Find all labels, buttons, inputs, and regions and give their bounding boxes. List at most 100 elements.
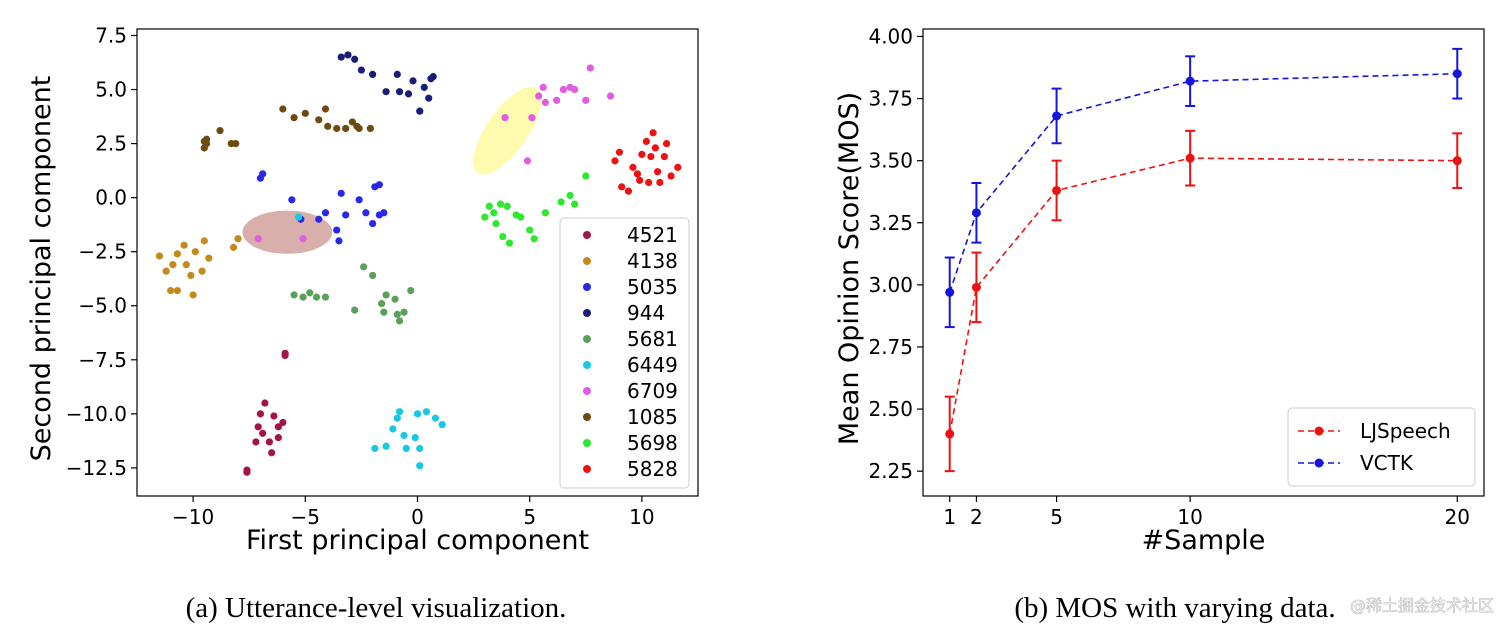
data-point-VCTK	[1052, 111, 1062, 121]
mos-y-ticks: 2.25 2.50 2.75 3.00 3.25 3.50 3.75 4.00	[868, 24, 923, 483]
scatter-point-4521	[279, 418, 287, 427]
scatter-point-4521	[265, 438, 273, 446]
y-tick-label: −7.5	[78, 348, 127, 372]
x-tick-label: 1	[943, 505, 956, 529]
data-point-LJSpeech	[1052, 185, 1062, 195]
data-point-LJSpeech	[945, 429, 955, 439]
scatter-point-944	[429, 72, 437, 81]
scatter-point-5035	[337, 189, 345, 197]
scatter-point-4521	[268, 449, 276, 457]
scatter-point-6449	[393, 414, 401, 422]
legend-label: 4138	[627, 249, 678, 273]
data-point-LJSpeech	[971, 282, 981, 292]
x-tick-label: 20	[1445, 505, 1470, 529]
scatter-point-5681	[321, 293, 330, 301]
scatter-point-5828	[618, 183, 626, 191]
y-tick-label: −2.5	[78, 240, 127, 264]
scatter-point-5828	[667, 172, 675, 180]
legend-box	[1287, 407, 1476, 487]
scatter-point-4138	[187, 271, 195, 280]
scatter-point-5828	[660, 152, 668, 161]
mos-axes-frame	[922, 28, 1485, 497]
scatter-point-6449	[402, 444, 410, 453]
mos-x-axis-label: #Sample	[1142, 525, 1266, 556]
scatter-point-5828	[651, 144, 659, 152]
legend-marker-VCTK	[1314, 458, 1324, 468]
y-tick-label: 2.25	[868, 459, 913, 483]
x-tick-label: 10	[629, 505, 654, 529]
scatter-point-6709	[541, 98, 550, 107]
pink-ellipse	[242, 210, 333, 254]
mos-legend: LJSpeech VCTK	[1287, 407, 1476, 487]
scatter-point-5828	[633, 170, 642, 178]
legend-marker-6709	[583, 387, 591, 395]
scatter-point-1085	[366, 124, 374, 133]
scatter-point-1085	[232, 139, 240, 148]
scatter-point-944	[382, 88, 390, 96]
scatter-point-1085	[333, 124, 341, 133]
scatter-point-6449	[411, 434, 419, 442]
legend-label: 6709	[627, 379, 678, 403]
x-tick-label: 5	[523, 505, 536, 529]
scatter-point-5681	[306, 289, 314, 297]
x-tick-label: −10	[172, 505, 214, 529]
scatter-point-4138	[167, 287, 175, 295]
legend-marker-944	[583, 309, 591, 317]
scatter-point-944	[409, 77, 417, 85]
legend-box	[559, 217, 690, 489]
scatter-point-4138	[173, 287, 181, 295]
scatter-point-4138	[169, 261, 177, 269]
scatter-point-5698	[481, 213, 489, 221]
scatter-point-4521	[256, 410, 265, 418]
scatter-point-5681	[391, 295, 399, 303]
scatter-point-4138	[191, 248, 199, 256]
scatter-point-5681	[407, 287, 415, 295]
scatter-point-5035	[335, 237, 343, 245]
scatter-point-5035	[369, 219, 377, 228]
scatter-point-1085	[342, 124, 350, 133]
mos-panel: 1 2 5 10 20 2.25 2.50 2.75 3.00 3.25 3.50 3.75 4.00…	[834, 24, 1485, 556]
scatter-point-4521	[274, 434, 282, 442]
y-tick-label: −10.0	[66, 402, 127, 426]
x-tick-label: 2	[970, 505, 983, 529]
scatter-point-6449	[371, 444, 379, 453]
scatter-point-4138	[198, 267, 206, 275]
scatter-point-5828	[654, 168, 662, 176]
scatter-point-5035	[315, 215, 323, 223]
scatter-point-944	[337, 53, 345, 61]
data-point-LJSpeech	[1452, 156, 1462, 166]
scatter-point-1085	[202, 139, 211, 148]
scatter-point-6709	[539, 83, 547, 91]
scatter-point-5698	[517, 213, 525, 221]
scatter-y-ticks: 7.5 5.0 2.5 0.0 −2.5 −5.0 −7.5 −10.0 −12.5	[66, 23, 137, 480]
scatter-point-1085	[290, 114, 298, 122]
scatter-point-5698	[499, 232, 507, 241]
scatter-point-5828	[638, 150, 646, 158]
y-tick-label: 2.75	[868, 335, 913, 359]
legend-marker-5681	[583, 335, 591, 343]
legend-marker-6449	[583, 361, 591, 369]
y-tick-label: 2.50	[868, 397, 913, 421]
legend-label: 5828	[627, 457, 678, 481]
scatter-y-axis-label: Second principal component	[26, 76, 57, 462]
scatter-point-4521	[281, 349, 289, 357]
scatter-point-5828	[636, 176, 644, 184]
scatter-point-4521	[261, 399, 269, 407]
scatter-point-4521	[270, 412, 278, 420]
scatter-point-5698	[570, 200, 579, 208]
scatter-point-4138	[205, 254, 213, 262]
legend-marker-LJSpeech	[1314, 426, 1324, 436]
data-point-VCTK	[1185, 76, 1195, 86]
scatter-point-5698	[496, 200, 505, 208]
watermark-text: @稀土掘金技术社区	[1350, 596, 1494, 615]
scatter-point-6449	[422, 408, 431, 416]
scatter-point-4521	[274, 423, 282, 431]
data-point-VCTK	[945, 287, 955, 297]
scatter-point-1085	[279, 105, 287, 113]
scatter-point-5035	[321, 209, 330, 217]
mos-series	[944, 47, 1463, 473]
scatter-point-5681	[312, 293, 321, 301]
scatter-point-944	[420, 83, 428, 91]
